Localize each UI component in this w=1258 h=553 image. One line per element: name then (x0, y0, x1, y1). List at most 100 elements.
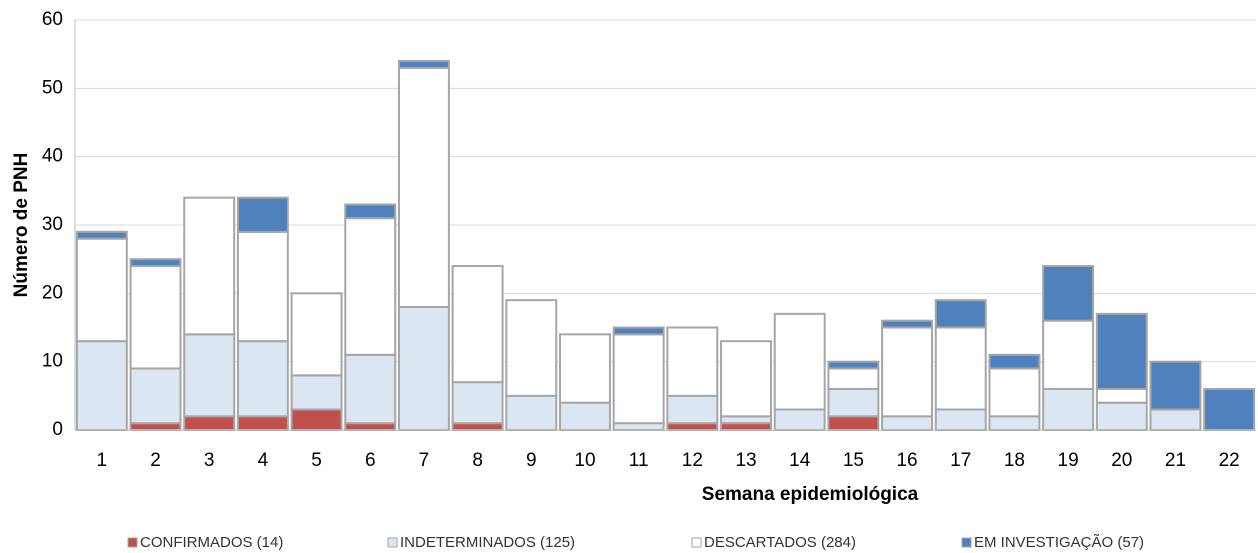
x-tick-label: 22 (1219, 450, 1240, 471)
x-tick-label: 13 (735, 450, 756, 471)
bar-segment (881, 326, 934, 418)
bar-segment (988, 415, 1041, 432)
bar-segment (129, 367, 182, 425)
legend-label: EM INVESTIGAÇÃO (57) (974, 534, 1144, 551)
bar-segment (934, 408, 987, 431)
bar-segment (505, 394, 558, 432)
x-tick-label: 10 (574, 450, 595, 471)
bar-segment (290, 374, 343, 411)
y-tick-label: 40 (42, 146, 63, 167)
bar-segment (1149, 360, 1202, 411)
bar-segment (344, 217, 397, 356)
legend-label: CONFIRMADOS (14) (140, 534, 283, 551)
bar-segment (1203, 388, 1256, 431)
x-tick-label: 7 (419, 450, 430, 471)
bar-segment (612, 422, 665, 431)
bar-segment (129, 422, 182, 431)
y-axis-label: Número de PNH (11, 153, 32, 298)
x-tick-label: 12 (682, 450, 703, 471)
bar-segment (129, 265, 182, 370)
bar-segment (720, 422, 772, 431)
y-tick-label: 0 (52, 419, 63, 440)
bar-segment (1095, 401, 1148, 431)
bar-segment (827, 388, 880, 418)
bar-segment (75, 340, 128, 431)
bar-segment (559, 333, 611, 404)
bar-segment (236, 415, 289, 432)
x-tick-label: 8 (472, 450, 483, 471)
bar-segment (881, 319, 934, 329)
x-tick-label: 3 (204, 450, 215, 471)
x-tick-label: 4 (258, 450, 269, 471)
x-tick-label: 14 (789, 450, 811, 471)
bar-segment (451, 422, 504, 431)
x-tick-label: 15 (843, 450, 864, 471)
bar-segment (344, 422, 397, 431)
bar-segment (934, 326, 987, 411)
bar-segment (934, 299, 987, 329)
bar-segment (397, 306, 450, 431)
bar-segment (881, 415, 934, 432)
bar-segment (666, 326, 719, 397)
legend-label: INDETERMINADOS (125) (400, 534, 575, 551)
bar-segment (612, 326, 665, 336)
bar-segment (75, 230, 128, 240)
x-tick-label: 1 (97, 450, 108, 471)
bar-segment (666, 422, 719, 431)
bar-segment (1042, 265, 1095, 322)
bar-segment (988, 367, 1041, 418)
bar-segment (75, 237, 128, 343)
bar-segment (183, 196, 236, 336)
bar-segment (236, 230, 289, 343)
bar-segment (344, 203, 397, 220)
bar-segment (451, 381, 504, 425)
legend-swatch (387, 537, 398, 548)
bar-segment (1042, 319, 1095, 390)
bar-segment (827, 367, 880, 390)
bar-segment (1042, 388, 1095, 431)
bar-segment (827, 360, 880, 370)
y-tick-label: 10 (42, 351, 63, 372)
x-tick-label: 19 (1058, 450, 1079, 471)
bar-segment (183, 333, 236, 418)
bar-segment (720, 340, 772, 418)
y-tick-label: 30 (42, 214, 63, 235)
bar-segment (1095, 312, 1148, 391)
bar-segment (773, 312, 826, 411)
x-tick-label: 5 (311, 450, 322, 471)
bar-segment (773, 408, 826, 431)
y-tick-label: 20 (42, 282, 63, 303)
bar-segment (183, 415, 236, 432)
bar-segment (988, 353, 1041, 370)
y-tick-label: 50 (42, 77, 63, 98)
x-tick-label: 11 (629, 450, 649, 471)
bar-segment (236, 340, 289, 418)
bar-segment (451, 265, 504, 384)
x-tick-label: 18 (1004, 450, 1025, 471)
bar-segment (827, 415, 880, 432)
bar-segment (1095, 388, 1148, 404)
y-tick-label: 60 (42, 9, 63, 30)
bar-segment (290, 408, 343, 431)
bar-segment (559, 401, 611, 431)
x-tick-label: 6 (365, 450, 376, 471)
legend-swatch (127, 537, 138, 548)
legend-label: DESCARTADOS (284) (704, 534, 856, 551)
bar-segment (666, 394, 719, 425)
x-axis-label: Semana epidemiológica (702, 484, 919, 505)
x-tick-label: 21 (1165, 450, 1186, 471)
x-tick-label: 16 (896, 450, 917, 471)
legend-swatch (691, 537, 702, 548)
bar-segment (505, 299, 558, 397)
bar-segment (397, 66, 450, 309)
bar-segment (344, 353, 397, 425)
x-tick-label: 20 (1111, 450, 1132, 471)
x-tick-label: 2 (150, 450, 161, 471)
x-tick-label: 17 (950, 450, 971, 471)
legend-swatch (961, 537, 972, 548)
x-tick-label: 9 (526, 450, 537, 471)
bar-segment (290, 292, 343, 377)
bar-segment (720, 415, 772, 425)
bar-segment (612, 333, 665, 425)
